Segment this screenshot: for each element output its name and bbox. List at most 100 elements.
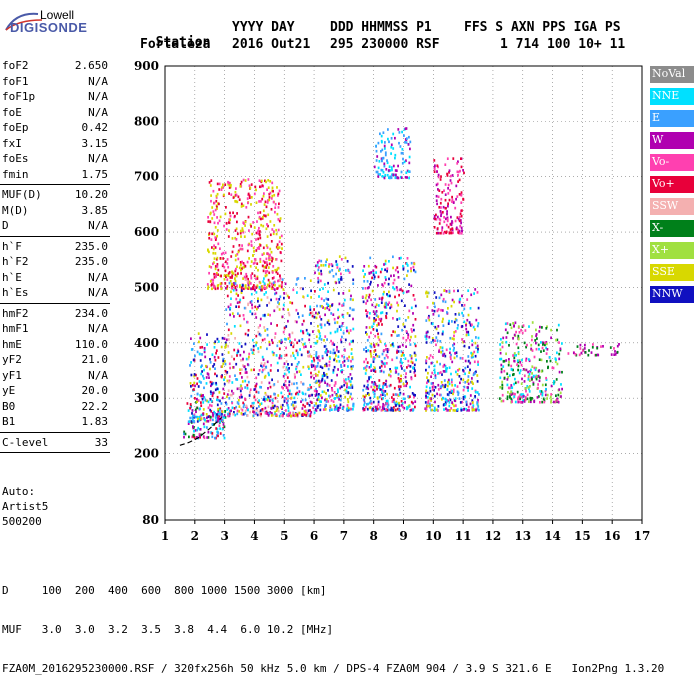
- echo-point: [242, 405, 245, 409]
- echo-point: [453, 334, 455, 338]
- echo-point: [226, 371, 229, 374]
- echo-point: [246, 320, 249, 324]
- echo-point: [203, 436, 206, 440]
- echo-point: [265, 397, 267, 401]
- echo-point: [378, 297, 381, 300]
- echo-point: [471, 408, 474, 411]
- echo-point: [201, 397, 204, 401]
- echo-point: [518, 400, 521, 404]
- echo-point: [519, 361, 522, 364]
- echo-point: [200, 404, 203, 407]
- echo-point: [306, 411, 309, 415]
- echo-point: [321, 356, 324, 360]
- echo-point: [544, 389, 547, 393]
- echo-point: [445, 409, 448, 412]
- echo-point: [410, 377, 413, 381]
- echo-point: [337, 350, 340, 353]
- echo-point: [522, 395, 525, 398]
- echo-point: [269, 191, 272, 195]
- echo-point: [198, 434, 201, 438]
- echo-point: [268, 262, 271, 266]
- echo-point: [437, 231, 440, 235]
- echo-point: [247, 408, 249, 412]
- echo-point: [550, 393, 553, 396]
- echo-point: [456, 354, 458, 358]
- echo-point: [247, 380, 250, 384]
- echo-point: [265, 244, 268, 247]
- echo-point: [314, 381, 317, 384]
- echo-point: [315, 354, 317, 358]
- echo-point: [217, 273, 219, 276]
- echo-point: [282, 375, 285, 378]
- echo-point: [426, 291, 429, 295]
- echo-point: [194, 408, 197, 412]
- echo-point: [208, 271, 210, 275]
- echo-point: [278, 219, 281, 223]
- echo-point: [230, 290, 232, 294]
- echo-point: [441, 211, 444, 214]
- echo-point: [268, 301, 271, 305]
- echo-point: [349, 297, 352, 301]
- echo-point: [339, 398, 342, 402]
- legend-item-nne: NNE: [650, 88, 694, 110]
- echo-point: [317, 355, 320, 358]
- echo-point: [214, 273, 217, 276]
- echo-point: [507, 376, 510, 379]
- echo-point: [255, 407, 258, 410]
- echo-point: [459, 401, 462, 404]
- param-value: 10.20: [74, 188, 108, 201]
- param-value: N/A: [88, 105, 108, 119]
- echo-point: [311, 374, 314, 378]
- echo-point: [540, 390, 543, 393]
- echo-point: [368, 335, 371, 339]
- echo-point: [547, 365, 549, 369]
- echo-point: [269, 385, 272, 389]
- echo-point: [292, 354, 295, 357]
- echo-point: [282, 307, 285, 311]
- echo-point: [557, 393, 560, 397]
- echo-point: [237, 250, 240, 254]
- echo-point: [430, 322, 433, 325]
- param-value: 3.15: [81, 136, 109, 150]
- echo-point: [396, 402, 399, 406]
- echo-point: [242, 401, 245, 405]
- echo-point: [386, 270, 388, 273]
- echo-point: [193, 381, 196, 385]
- echo-point: [558, 341, 560, 344]
- echo-point: [227, 414, 230, 418]
- echo-point: [389, 175, 392, 179]
- echo-point: [374, 383, 377, 386]
- echo-point: [257, 373, 260, 376]
- echo-point: [426, 404, 429, 408]
- echo-point: [380, 393, 382, 397]
- echo-point: [341, 354, 343, 358]
- echo-point: [556, 362, 559, 366]
- echo-point: [503, 369, 506, 373]
- echo-point: [342, 331, 345, 335]
- echo-point: [337, 316, 339, 320]
- echo-point: [471, 406, 474, 409]
- echo-point: [401, 328, 403, 332]
- echo-point: [327, 319, 330, 322]
- echo-point: [199, 407, 201, 410]
- echo-point: [276, 344, 279, 348]
- echo-point: [288, 380, 291, 383]
- echo-point: [428, 402, 431, 406]
- echo-point: [216, 403, 219, 407]
- echo-point: [366, 385, 369, 389]
- echo-point: [218, 415, 220, 418]
- param-value: 20.0: [81, 384, 109, 397]
- echo-point: [292, 401, 294, 404]
- echo-point: [411, 392, 414, 395]
- echo-point: [450, 181, 453, 185]
- echo-point: [451, 384, 454, 387]
- echo-point: [258, 246, 260, 249]
- echo-point: [198, 416, 201, 419]
- echo-point: [366, 379, 369, 383]
- echo-point: [232, 412, 235, 416]
- echo-point: [459, 169, 461, 173]
- echo-point: [211, 423, 214, 426]
- echo-point: [222, 415, 225, 419]
- echo-point: [506, 395, 509, 398]
- echo-point: [435, 218, 438, 221]
